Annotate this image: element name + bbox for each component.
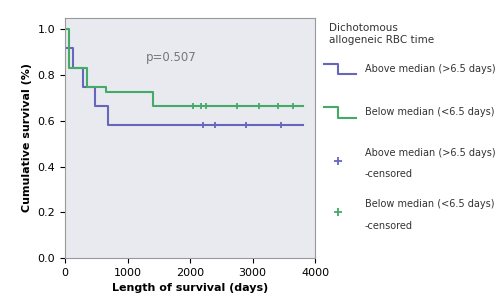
Text: p=0.507: p=0.507 (146, 51, 197, 64)
Text: Dichotomous
allogeneic RBC time: Dichotomous allogeneic RBC time (329, 23, 434, 45)
Text: Above median (>6.5 days): Above median (>6.5 days) (365, 64, 496, 74)
Line: 4 pts: 4 pts (324, 64, 356, 74)
Text: Above median (>6.5 days): Above median (>6.5 days) (365, 148, 496, 158)
Text: -censored: -censored (365, 220, 413, 231)
Text: -censored: -censored (365, 169, 413, 179)
Y-axis label: Cumulative survival (%): Cumulative survival (%) (22, 64, 32, 212)
Text: Below median (<6.5 days): Below median (<6.5 days) (365, 107, 494, 117)
Line: 4 pts: 4 pts (324, 107, 356, 118)
Text: Below median (<6.5 days): Below median (<6.5 days) (365, 199, 494, 209)
X-axis label: Length of survival (days): Length of survival (days) (112, 283, 268, 293)
